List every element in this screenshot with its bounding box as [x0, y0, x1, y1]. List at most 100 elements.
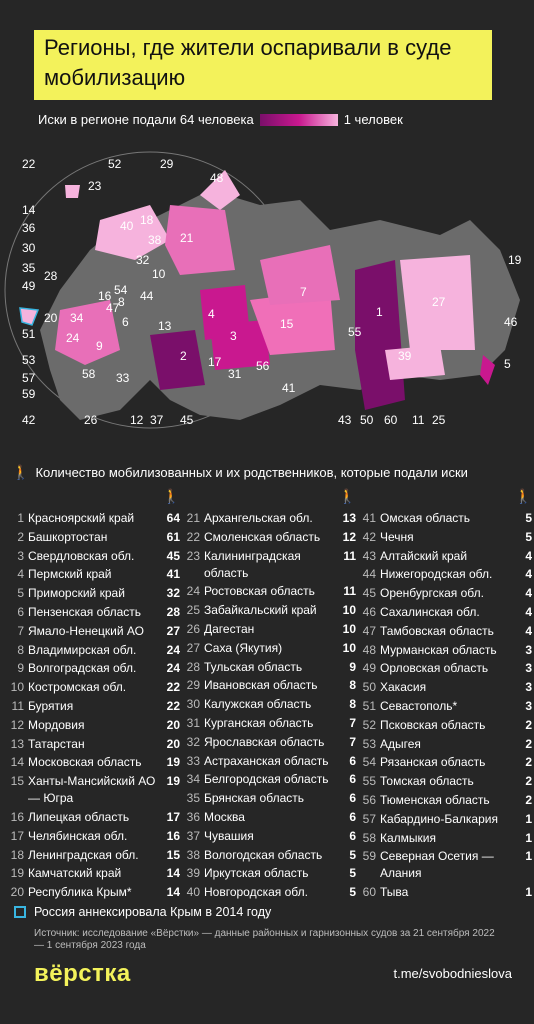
- region-name: Алтайский край: [380, 548, 468, 563]
- region-count: 6: [349, 772, 356, 787]
- region-name: Хакасия: [380, 680, 427, 695]
- region-count: 41: [166, 567, 180, 582]
- map-region-label: 45: [180, 413, 194, 427]
- region-count: 1: [525, 830, 532, 845]
- map-region-label: 11: [412, 413, 425, 427]
- region-name: Орловская область: [380, 661, 489, 676]
- region-name: Башкортостан: [28, 529, 108, 544]
- region-rank: 52: [362, 717, 376, 732]
- map-region-label: 7: [300, 285, 307, 299]
- region-count: 20: [166, 717, 180, 732]
- region-rank: 16: [10, 809, 24, 824]
- region-count: 4: [525, 604, 532, 619]
- crimea-box-icon: [14, 906, 26, 918]
- region-rank: 60: [362, 885, 376, 900]
- region-count: 10: [342, 603, 356, 618]
- region-row: 58 Калмыкия 1: [360, 830, 532, 847]
- region-name: Приморский край: [28, 586, 125, 601]
- region-rank: 48: [362, 642, 376, 657]
- region-row: 35 Брянская область 6: [184, 790, 356, 807]
- region-rank: 9: [17, 661, 24, 676]
- region-count: 2: [525, 736, 532, 751]
- region-count: 11: [343, 548, 356, 563]
- map-region-label: 43: [338, 413, 352, 427]
- region-rank: 10: [10, 680, 24, 695]
- region-count: 12: [342, 529, 356, 544]
- region-count: 5: [525, 511, 532, 525]
- region-rank: 17: [10, 828, 24, 843]
- region-count: 3: [525, 680, 532, 695]
- region-count: 28: [166, 604, 180, 619]
- region-row: 22 Смоленская область 12: [184, 529, 356, 546]
- region-row: 44 Нижегородская обл. 4: [360, 566, 532, 583]
- region-count: 6: [349, 828, 356, 843]
- region-name: Астраханская область: [204, 753, 329, 768]
- region-row: 59 Северная Осетия — Алания 1: [360, 848, 532, 882]
- region-row: 42 Чечня 5: [360, 529, 532, 546]
- region-name: Рязанская область: [380, 755, 486, 770]
- region-count: 8: [349, 678, 356, 693]
- region-name: Чувашия: [204, 828, 254, 843]
- region-row: 4 Пермский край 41: [8, 566, 180, 583]
- map-region-label: 24: [66, 331, 80, 345]
- map-region-label: 5: [504, 357, 511, 371]
- map-region-label: 21: [180, 231, 194, 245]
- region-count: 20: [166, 736, 180, 751]
- region-name: Волгоградская обл.: [28, 661, 137, 676]
- region-name: Тюменская область: [380, 792, 490, 807]
- region-row: 19 Камчатский край 14: [8, 865, 180, 882]
- region-rank: 36: [186, 809, 200, 824]
- region-name: Ханты-Мансийский АО — Югра: [28, 774, 156, 806]
- region-row: 49 Орловская область 3: [360, 660, 532, 677]
- region-rank: 14: [10, 755, 24, 770]
- region-name: Северная Осетия — Алания: [380, 849, 494, 881]
- region-rank: 11: [11, 698, 24, 713]
- region-count: 8: [349, 697, 356, 712]
- region-rank: 53: [362, 736, 376, 751]
- region-count: 9: [349, 659, 356, 674]
- map-region-label: 4: [208, 307, 215, 321]
- region-row: 15 Ханты-Мансийский АО — Югра 19: [8, 773, 180, 807]
- crimea-note: Россия аннексировала Крым в 2014 году: [14, 905, 271, 919]
- region-row: 48 Мурманская область 3: [360, 642, 532, 659]
- map-region-label: 47: [106, 301, 120, 315]
- map-region-label: 50: [360, 413, 374, 427]
- map-region-label: 30: [22, 241, 36, 255]
- region-count: 17: [166, 809, 180, 824]
- color-legend: Иски в регионе подали 64 человека 1 чело…: [38, 112, 403, 127]
- region-name: Татарстан: [28, 736, 85, 751]
- region-count: 5: [349, 885, 356, 900]
- map-region-label: 33: [116, 371, 130, 385]
- region-column-3: 🚶 41 Омская область 5 42 Чечня 5 43 Алтайский кр…: [360, 488, 532, 903]
- page-title: Регионы, где жители оспаривали в суде мо…: [34, 30, 492, 100]
- region-name: Ленинградская обл.: [28, 847, 139, 862]
- region-count: 14: [166, 885, 180, 900]
- region-name: Республика Крым*: [28, 885, 132, 900]
- map-region-label: 28: [44, 269, 58, 283]
- region-rank: 8: [17, 642, 24, 657]
- region-row: 30 Калужская область 8: [184, 696, 356, 713]
- map-region-label: 1: [376, 305, 383, 319]
- region-rank: 33: [186, 753, 200, 768]
- region-row: 2 Башкортостан 61: [8, 529, 180, 546]
- region-row: 41 Омская область 5: [360, 510, 532, 527]
- region-row: 25 Забайкальский край 10: [184, 602, 356, 619]
- map-region-label: 49: [22, 279, 36, 293]
- region-rank: 26: [186, 621, 200, 636]
- map-region-label: 36: [22, 221, 36, 235]
- region-row: 53 Адыгея 2: [360, 736, 532, 753]
- region-rank: 32: [186, 734, 200, 749]
- channel-link[interactable]: t.me/svobodnieslova: [393, 966, 512, 981]
- region-count: 5: [349, 866, 356, 881]
- region-row: 56 Тюменская область 2: [360, 792, 532, 809]
- map-region-label: 51: [22, 327, 36, 341]
- region-rank: 56: [362, 792, 376, 807]
- region-row: 9 Волгоградская обл. 24: [8, 660, 180, 677]
- region-count: 64: [166, 511, 180, 525]
- region-name: Мурманская область: [380, 642, 497, 657]
- region-name: Забайкальский край: [204, 603, 317, 618]
- person-icon: 🚶: [12, 464, 30, 480]
- region-name: Омская область: [380, 511, 471, 525]
- region-name: Белгородская область: [204, 772, 329, 787]
- region-rank: 54: [362, 755, 376, 770]
